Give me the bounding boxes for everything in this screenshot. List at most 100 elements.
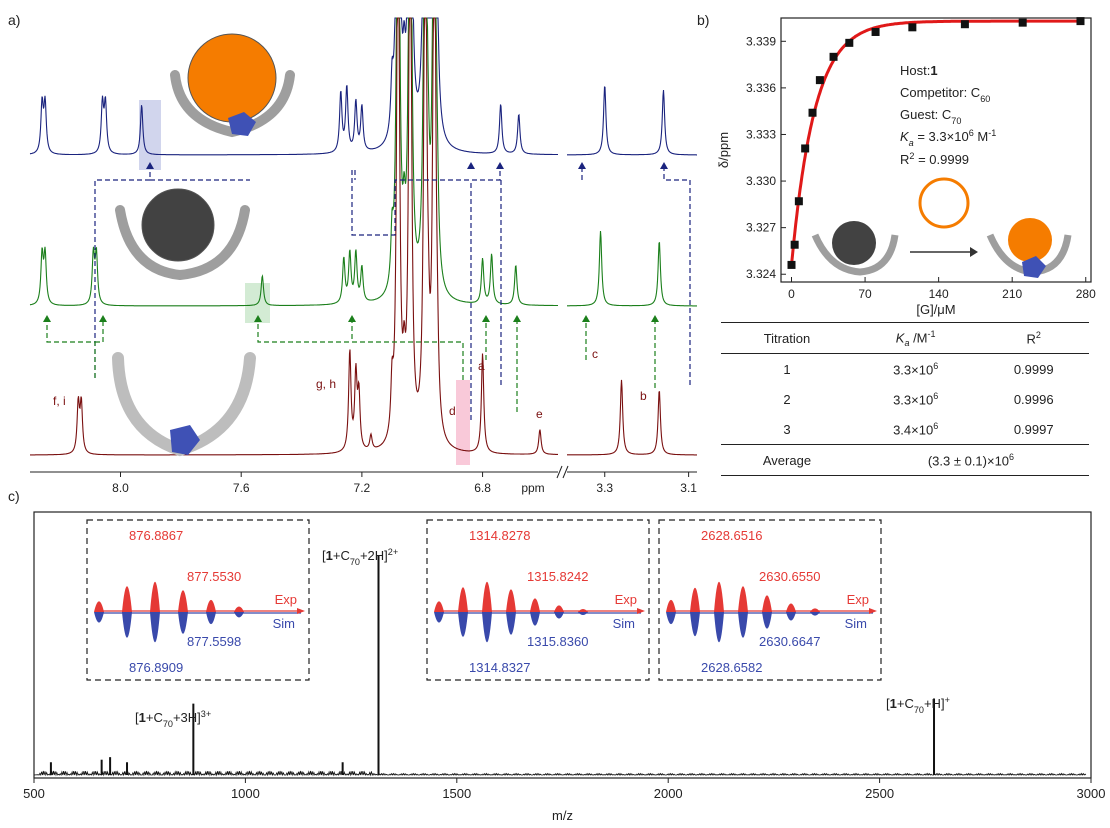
- data-point: [794, 197, 803, 206]
- inset-exp-tag: Exp: [847, 592, 869, 607]
- nmr-tick-label: 7.6: [233, 481, 250, 495]
- inset-sim-second-label: 2630.6647: [759, 634, 820, 649]
- annotation-ka: Ka = 3.3×106 M-1: [900, 128, 996, 148]
- annotation-r2-part: 2: [909, 151, 914, 161]
- inset-sim-second-label: 877.5598: [187, 634, 241, 649]
- correlation-line-blue: [94, 165, 151, 378]
- nmr-tick-label: 8.0: [112, 481, 129, 495]
- arrowhead: [467, 162, 475, 169]
- data-point: [908, 23, 917, 32]
- nmr-panel: 8.0 7.6 7.2 6.8 3.3 3.1 ppm f, i g, h d a e c b: [29, 17, 697, 495]
- data-point: [829, 52, 838, 61]
- arrowhead: [513, 315, 521, 322]
- isotope-peak-sim: [762, 612, 772, 629]
- isotope-peak-exp: [554, 605, 564, 612]
- reaction-arrow-head: [970, 247, 978, 257]
- inset-exp-main-label: 1314.8278: [469, 528, 530, 543]
- nmr-trace: [567, 86, 697, 156]
- cell-average-value: (3.3 ± 0.1)×106: [927, 451, 1015, 469]
- correlation-line-blue: [351, 165, 501, 236]
- cell-r2: 0.9999: [1013, 361, 1054, 377]
- cell-ka: 3.3×106: [893, 390, 939, 408]
- isotope-peak-exp: [690, 587, 700, 612]
- isotope-peak-sim: [530, 612, 540, 626]
- isotope-peak-exp: [714, 581, 724, 612]
- isotope-peak-sim: [94, 612, 104, 623]
- isotope-peak-sim: [690, 612, 700, 637]
- nmr-tick-label: 3.1: [680, 481, 697, 495]
- annotation-competitor: Competitor: C60: [900, 85, 990, 104]
- ion-label: [1+C70+H]+: [886, 695, 950, 715]
- plot-frame: [780, 17, 1092, 283]
- arrowhead: [43, 315, 51, 322]
- ion-label-part: +C: [146, 710, 163, 725]
- arrowhead: [482, 315, 490, 322]
- annotation-host-part: 1: [930, 63, 937, 78]
- isotope-peak-sim: [150, 612, 160, 643]
- nmr-tick-label: 6.8: [474, 481, 491, 495]
- table-row: 3 3.4×106 0.9997: [721, 414, 1089, 445]
- isotope-peak-exp: [738, 586, 748, 612]
- arrowhead: [146, 162, 154, 169]
- annotation-competitor-part: Competitor: C: [900, 85, 980, 100]
- header-ka: Ka /M-1: [895, 328, 936, 348]
- inset-sim-main-label: 2628.6582: [701, 660, 762, 675]
- fit-curve: [790, 19, 1081, 266]
- annotation-host: Host:1: [900, 63, 938, 78]
- host-c70-complex-icon: [1008, 218, 1052, 262]
- ms-x-tick-label: 3000: [1077, 786, 1106, 801]
- x-tick-label: 70: [858, 287, 872, 301]
- fullerene-c60-icon: [141, 188, 215, 262]
- annotation-guest-part: 70: [951, 116, 961, 126]
- ms-baseline: [33, 770, 1087, 777]
- ion-label-part: +: [945, 695, 950, 705]
- pyridine-unit-icon: [1022, 256, 1046, 278]
- annotation-ka-part: a: [909, 138, 914, 148]
- data-point: [960, 20, 969, 29]
- highlight-box: [456, 380, 470, 465]
- header-r2: R2: [1026, 329, 1041, 347]
- fullerene-c70-icon: [187, 33, 277, 123]
- annotation-ka-part: -1: [988, 128, 996, 138]
- ion-label-part: 2+: [388, 547, 398, 557]
- x-tick-label: 140: [929, 287, 949, 301]
- highlight-box: [139, 100, 161, 170]
- cell-ka: 3.4×106: [893, 420, 939, 438]
- nmr-tick-label: 7.2: [354, 481, 371, 495]
- ion-label-part: +C: [897, 696, 914, 711]
- data-point: [801, 144, 810, 153]
- isotope-peak-exp: [482, 581, 492, 612]
- isotope-peak-exp: [666, 599, 676, 612]
- ms-x-tick-label: 500: [23, 786, 45, 801]
- cell-ka: 3.3×106: [893, 360, 939, 378]
- ion-label: [1+C70+2H]2+: [322, 547, 398, 567]
- panel-label-b: b): [697, 12, 710, 28]
- inset-sim-main-label: 876.8909: [129, 660, 183, 675]
- titration-table: Titration Ka /M-1 R2 1 3.3×106 0.9999 2 …: [721, 322, 1089, 476]
- panel-label-c: c): [8, 488, 20, 504]
- peak-label: a: [478, 359, 485, 373]
- isotope-peak-sim: [786, 612, 796, 621]
- inset-arrow-icon: [297, 608, 305, 614]
- ion-label-part: 1: [326, 548, 333, 563]
- nmr-tick-label: 3.3: [596, 481, 613, 495]
- host-c60-complex-icon: [832, 221, 876, 265]
- isotope-peak-exp: [434, 601, 444, 612]
- arrowhead: [660, 162, 668, 169]
- ion-label-part: 1: [890, 696, 897, 711]
- isotope-peak-exp: [94, 601, 104, 612]
- ion-label-part: [: [322, 548, 326, 563]
- y-tick-label: 3.333: [746, 127, 776, 141]
- isotope-peak-sim: [178, 612, 188, 634]
- annotation-guest: Guest: C70: [900, 107, 961, 126]
- arrowhead: [348, 315, 356, 322]
- y-tick-label: 3.336: [746, 81, 776, 95]
- inset-exp-main-label: 876.8867: [129, 528, 183, 543]
- annotation-ka-part: 6: [969, 128, 974, 138]
- ion-label-part: [: [135, 710, 139, 725]
- x-axis-label: [G]/μM: [916, 302, 955, 317]
- ms-x-tick-label: 1000: [231, 786, 260, 801]
- annotation-guest-part: Guest: C: [900, 107, 951, 122]
- annotation-r2-part: R: [900, 152, 909, 167]
- data-point: [1076, 17, 1085, 26]
